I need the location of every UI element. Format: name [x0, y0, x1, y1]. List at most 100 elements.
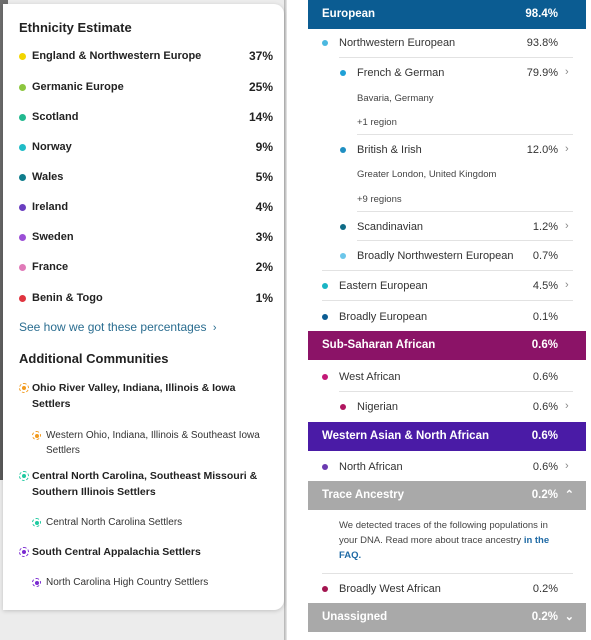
divider: [357, 211, 573, 212]
trace-note-text: We detected traces of the following popu…: [339, 520, 548, 546]
color-dot: [340, 404, 346, 410]
chevron-right-icon[interactable]: ›: [565, 400, 569, 412]
region-more[interactable]: +9 regions: [357, 194, 402, 205]
band-sub-saharan-african[interactable]: Sub-Saharan African 0.6%: [308, 331, 586, 360]
ethnicity-pct: 25%: [248, 80, 273, 94]
region-west-african[interactable]: West African: [339, 371, 401, 383]
ethnicity-pct: 14%: [248, 110, 273, 124]
community-ohio-river-valley[interactable]: Ohio River Valley, Indiana, Illinois & I…: [32, 382, 236, 410]
chevron-right-icon[interactable]: ›: [565, 220, 569, 232]
band-european[interactable]: European 98.4%: [308, 0, 586, 29]
region-pct: 0.6%: [532, 371, 558, 383]
ethnicity-pct: 3%: [255, 230, 273, 244]
ethnicity-card: Ethnicity Estimate England & Northwester…: [3, 4, 284, 610]
region-pct: 0.1%: [532, 311, 558, 323]
region-broadly-nw-european: Broadly Northwestern European: [357, 250, 514, 262]
community-ring-icon: [32, 518, 41, 527]
community-ring-icon: [19, 383, 29, 393]
divider: [322, 573, 573, 574]
community-ring-icon: [32, 578, 41, 587]
divider: [357, 134, 573, 135]
region-scandinavian[interactable]: Scandinavian: [357, 221, 424, 233]
ethnicity-name: Scotland: [32, 111, 79, 123]
ethnicity-row-france[interactable]: France 2%: [3, 257, 284, 277]
divider: [322, 270, 573, 271]
region-pct: 4.5%: [532, 280, 558, 292]
see-how-link[interactable]: See how we got these percentages ›: [19, 320, 216, 334]
chevron-up-icon[interactable]: ⌃: [564, 489, 574, 501]
chevron-right-icon[interactable]: ›: [565, 143, 569, 155]
ethnicity-title: Ethnicity Estimate: [19, 20, 132, 35]
color-dot: [19, 83, 26, 91]
community-sub-nc-high-country[interactable]: North Carolina High Country Settlers: [46, 577, 209, 588]
ethnicity-row-benin-togo[interactable]: Benin & Togo 1%: [3, 288, 284, 308]
ethnicity-name: France: [32, 261, 69, 273]
region-nigerian[interactable]: Nigerian: [357, 401, 398, 413]
region-broadly-west-african: Broadly West African: [339, 583, 441, 595]
chevron-right-icon[interactable]: ›: [565, 66, 569, 78]
ethnicity-name: Wales: [32, 171, 64, 183]
band-name: European: [322, 8, 376, 20]
color-dot: [19, 263, 26, 271]
band-western-asian-north-african[interactable]: Western Asian & North African 0.6%: [308, 422, 586, 451]
chevron-right-icon[interactable]: ›: [565, 279, 569, 291]
band-trace-ancestry[interactable]: Trace Ancestry 0.2% ⌃: [308, 481, 586, 510]
color-dot: [19, 113, 26, 121]
ethnicity-row-norway[interactable]: Norway 9%: [3, 137, 284, 157]
ethnicity-row-sweden[interactable]: Sweden 3%: [3, 227, 284, 247]
color-dot: [322, 586, 328, 592]
region-pct: 1.2%: [532, 221, 558, 233]
region-more[interactable]: +1 region: [357, 117, 397, 128]
region-nw-european[interactable]: Northwestern European: [339, 37, 456, 49]
divider: [339, 57, 573, 58]
region-eastern-european[interactable]: Eastern European: [339, 280, 428, 292]
ethnicity-name: Ireland: [32, 201, 69, 213]
chevron-down-icon[interactable]: ⌄: [564, 611, 574, 623]
color-dot: [322, 283, 328, 289]
region-french-german[interactable]: French & German: [357, 67, 445, 79]
band-pct: 98.4%: [525, 8, 558, 20]
chevron-right-icon: ›: [212, 322, 217, 334]
ethnicity-row-ireland[interactable]: Ireland 4%: [3, 197, 284, 217]
color-dot: [340, 224, 346, 230]
community-ring-icon: [32, 431, 41, 440]
communities-title: Additional Communities: [19, 351, 169, 366]
chevron-right-icon[interactable]: ›: [565, 460, 569, 472]
band-name: Trace Ancestry: [322, 489, 405, 501]
region-pct: 0.7%: [532, 250, 558, 262]
community-sub-western-ohio[interactable]: Western Ohio, Indiana, Illinois & Southe…: [46, 430, 260, 456]
community-south-central-appalachia[interactable]: South Central Appalachia Settlers: [32, 546, 201, 558]
ethnicity-pct: 4%: [255, 200, 273, 214]
band-name: Sub-Saharan African: [322, 339, 436, 351]
see-how-label: See how we got these percentages: [19, 320, 207, 334]
divider: [322, 300, 573, 301]
ethnicity-row-wales[interactable]: Wales 5%: [3, 167, 284, 187]
ethnicity-row-scotland[interactable]: Scotland 14%: [3, 107, 284, 127]
color-dot: [322, 40, 328, 46]
community-ring-icon: [19, 547, 29, 557]
region-british-irish[interactable]: British & Irish: [357, 144, 422, 156]
region-pct: 79.9%: [526, 67, 558, 79]
color-dot: [19, 203, 26, 211]
community-ring-icon: [19, 471, 29, 481]
ethnicity-row-germanic[interactable]: Germanic Europe 25%: [3, 77, 284, 97]
ethnicity-pct: 1%: [255, 291, 273, 305]
divider: [357, 240, 573, 241]
region-north-african[interactable]: North African: [339, 461, 403, 473]
ethnicity-name: England & Northwestern Europe: [32, 50, 202, 62]
color-dot: [340, 253, 346, 259]
ethnicity-name: Norway: [32, 141, 72, 153]
trace-faq-link[interactable]: in the FAQ.: [339, 535, 550, 561]
ethnicity-row-england[interactable]: England & Northwestern Europe 37%: [3, 46, 284, 66]
panel-shadow: [284, 0, 287, 640]
divider: [339, 391, 573, 392]
color-dot: [340, 70, 346, 76]
band-name: Unassigned: [322, 611, 388, 623]
ethnicity-name: Germanic Europe: [32, 81, 124, 93]
color-dot: [19, 233, 26, 241]
ethnicity-pct: 9%: [255, 140, 273, 154]
community-central-north-carolina[interactable]: Central North Carolina, Southeast Missou…: [32, 470, 258, 498]
region-broadly-european: Broadly European: [339, 311, 428, 323]
community-sub-central-nc[interactable]: Central North Carolina Settlers: [46, 517, 183, 528]
band-unassigned[interactable]: Unassigned 0.2% ⌄: [308, 603, 586, 632]
